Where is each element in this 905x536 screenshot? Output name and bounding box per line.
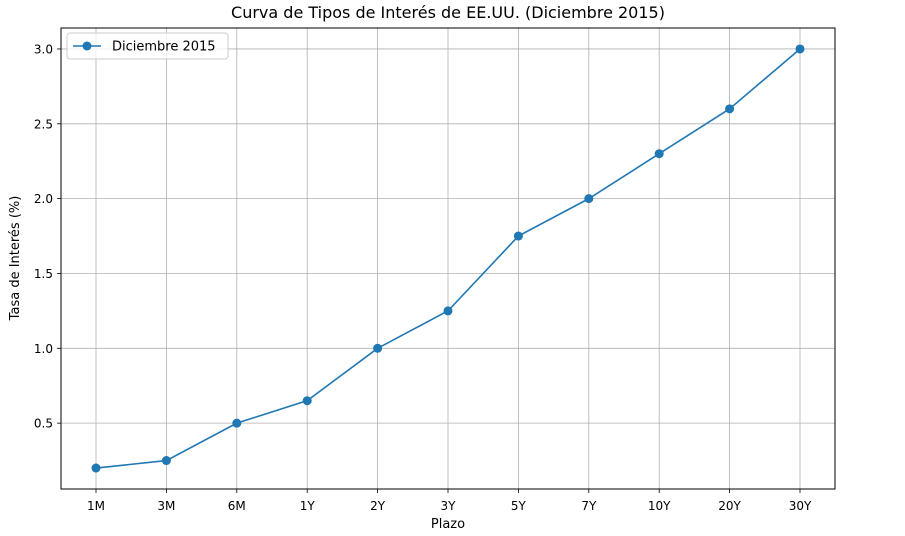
data-point [513,231,523,241]
x-axis-title: Plazo [431,517,465,532]
data-point [373,343,383,353]
data-point [302,396,312,406]
x-tick-label: 3Y [441,499,457,513]
data-point [584,194,594,204]
x-tick-label: 1M [87,499,105,513]
y-tick-label: 3.0 [34,42,53,56]
x-tick-label: 1Y [300,499,316,513]
grid [61,28,835,489]
x-axis: 1M 3M 6M 1Y 2Y 3Y 5Y 7Y 10Y 20Y 30Y [87,489,812,513]
series-layer [91,44,805,473]
data-point [161,456,171,466]
data-point [725,104,735,114]
x-tick-label: 5Y [511,499,527,513]
x-tick-label: 10Y [648,499,671,513]
x-tick-label: 2Y [370,499,386,513]
data-point [91,463,101,473]
y-tick-label: 1.0 [34,342,53,356]
x-tick-label: 3M [157,499,175,513]
x-tick-label: 20Y [718,499,741,513]
data-point [232,418,242,428]
data-point [795,44,805,54]
legend-entry: Diciembre 2015 [112,40,216,55]
y-tick-label: 0.5 [34,417,53,431]
legend-box [66,32,229,60]
y-axis-title: Tasa de Interés (%) [8,196,23,322]
y-tick-label: 2.5 [34,117,53,131]
y-axis: 0.5 1.0 1.5 2.0 2.5 3.0 [34,42,61,431]
x-tick-label: 6M [228,499,246,513]
y-tick-label: 1.5 [34,267,53,281]
data-point [443,306,453,316]
x-tick-label: 30Y [789,499,812,513]
chart-title: Curva de Tipos de Interés de EE.UU. (Dic… [231,3,665,22]
x-tick-label: 7Y [581,499,597,513]
legend: Diciembre 2015 [66,32,229,60]
data-point [654,149,664,159]
legend-dot-marker [82,41,92,51]
y-tick-label: 2.0 [34,192,53,206]
